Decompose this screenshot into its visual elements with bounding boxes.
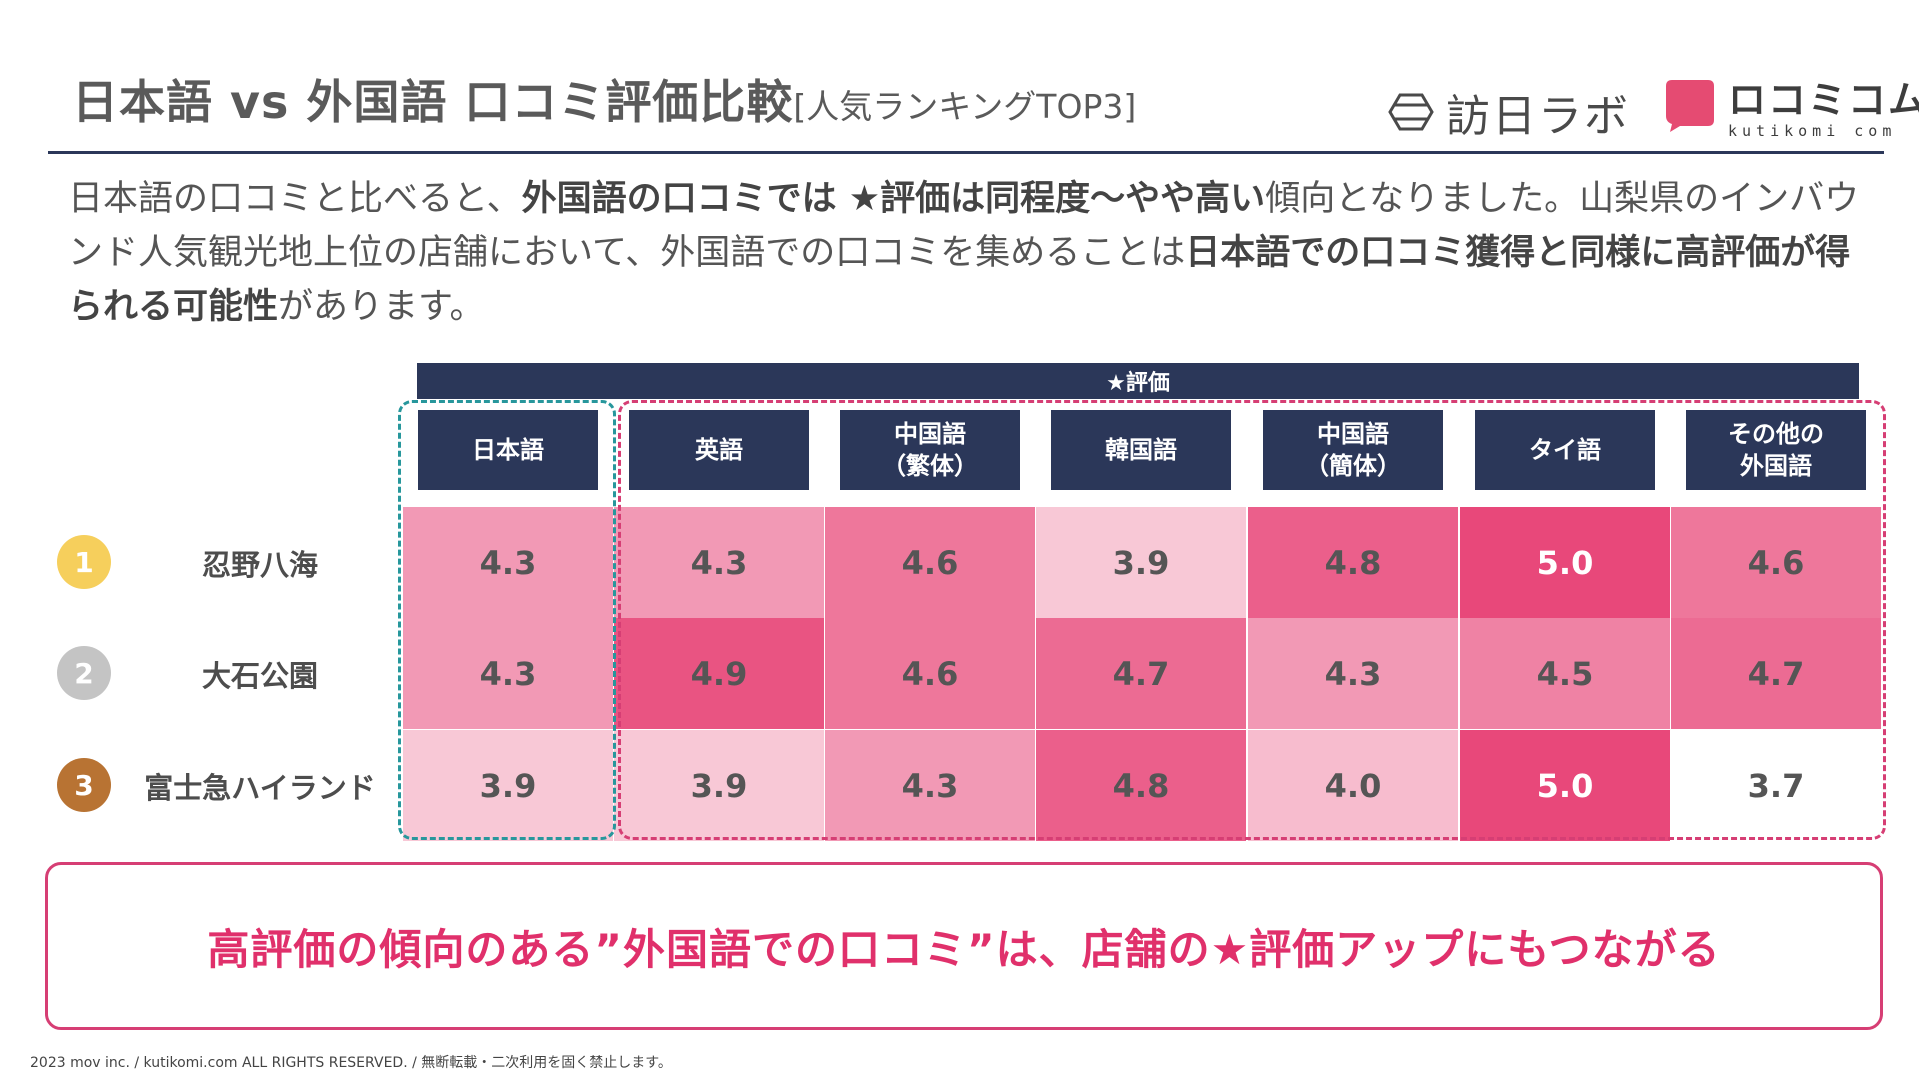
star-rating-band: ★評価 [417, 363, 1859, 399]
rating-cell: 4.5 [1460, 618, 1670, 729]
rank-badge: 1 [57, 535, 111, 589]
hexagon-logo-icon [1388, 93, 1434, 131]
rating-cell: 3.7 [1671, 730, 1881, 841]
place-name: 大石公園 [201, 659, 318, 693]
column-header: 英語 [629, 410, 809, 490]
place-name: 忍野八海 [201, 548, 318, 582]
page-title: 日本語 vs 外国語 口コミ評価比較[人気ランキングTOP3] [72, 66, 1136, 132]
rank-badge: 3 [57, 758, 111, 812]
copyright-footer: 2023 mov inc. / kutikomi.com ALL RIGHTS … [30, 1055, 672, 1071]
conclusion-callout: 高評価の傾向のある”外国語での口コミ”は、店舗の★評価アップにもつながる [45, 862, 1883, 1030]
rating-cell: 4.6 [1671, 507, 1881, 618]
rating-cell: 4.3 [825, 730, 1035, 841]
description-emphasis: 日本語での口コミ獲得と同様に高評価が得られる可能性 [68, 233, 1851, 327]
rating-cell: 3.9 [1036, 507, 1246, 618]
place-name: 富士急ハイランド [144, 771, 376, 805]
rating-cell: 4.3 [614, 507, 824, 618]
rating-cell: 4.0 [1248, 730, 1458, 841]
rating-cell: 4.7 [1671, 618, 1881, 729]
speech-bubble-logo-icon [1666, 80, 1714, 132]
rank-badge: 2 [57, 646, 111, 700]
title-subtitle: [人気ランキングTOP3] [793, 87, 1137, 126]
column-header: 中国語 （簡体） [1263, 410, 1443, 490]
rating-cell: 4.7 [1036, 618, 1246, 729]
description-part: があります。 [278, 287, 485, 327]
column-header: 日本語 [418, 410, 598, 490]
rating-cell: 4.3 [403, 618, 613, 729]
foreign-columns-highlight [618, 400, 1886, 840]
rating-cell: 4.3 [1248, 618, 1458, 729]
rating-cell: 4.8 [1248, 507, 1458, 618]
rating-cell: 3.9 [403, 730, 613, 841]
header-divider [48, 151, 1884, 154]
title-text: 日本語 vs 外国語 口コミ評価比較 [72, 75, 794, 129]
japanese-column-highlight [398, 400, 616, 840]
column-header: 韓国語 [1051, 410, 1231, 490]
rating-cell: 5.0 [1460, 730, 1670, 841]
description-part: 傾向となりました。山梨県のインバウンド人気観光地上位の店舗において、外国語での口… [68, 179, 1860, 273]
rating-cell: 4.3 [403, 507, 613, 618]
description-part: 日本語の口コミと比べると、 [68, 179, 522, 219]
column-header: その他の 外国語 [1686, 410, 1866, 490]
kutikomi-logo-url: kutikomi com [1728, 122, 1897, 140]
column-header: 中国語 （繁体） [840, 410, 1020, 490]
rating-cell: 5.0 [1460, 507, 1670, 618]
rating-cell: 4.9 [614, 618, 824, 729]
rating-cell: 4.8 [1036, 730, 1246, 841]
rating-cell: 3.9 [614, 730, 824, 841]
kutikomi-logo: ロコミコム kutikomi com [1666, 80, 1919, 140]
description: 日本語の口コミと比べると、外国語の口コミでは ★評価は同程度〜やや高い傾向となり… [68, 172, 1868, 334]
houniti-lab-logo: 訪日ラボ [1388, 80, 1630, 144]
description-emphasis: 外国語の口コミでは ★評価は同程度〜やや高い [521, 179, 1266, 219]
rating-cell: 4.6 [825, 507, 1035, 618]
rating-cell: 4.6 [825, 618, 1035, 729]
houniti-lab-logo-text: 訪日ラボ [1446, 91, 1630, 142]
kutikomi-logo-text: ロコミコム [1728, 78, 1919, 122]
column-header: タイ語 [1475, 410, 1655, 490]
